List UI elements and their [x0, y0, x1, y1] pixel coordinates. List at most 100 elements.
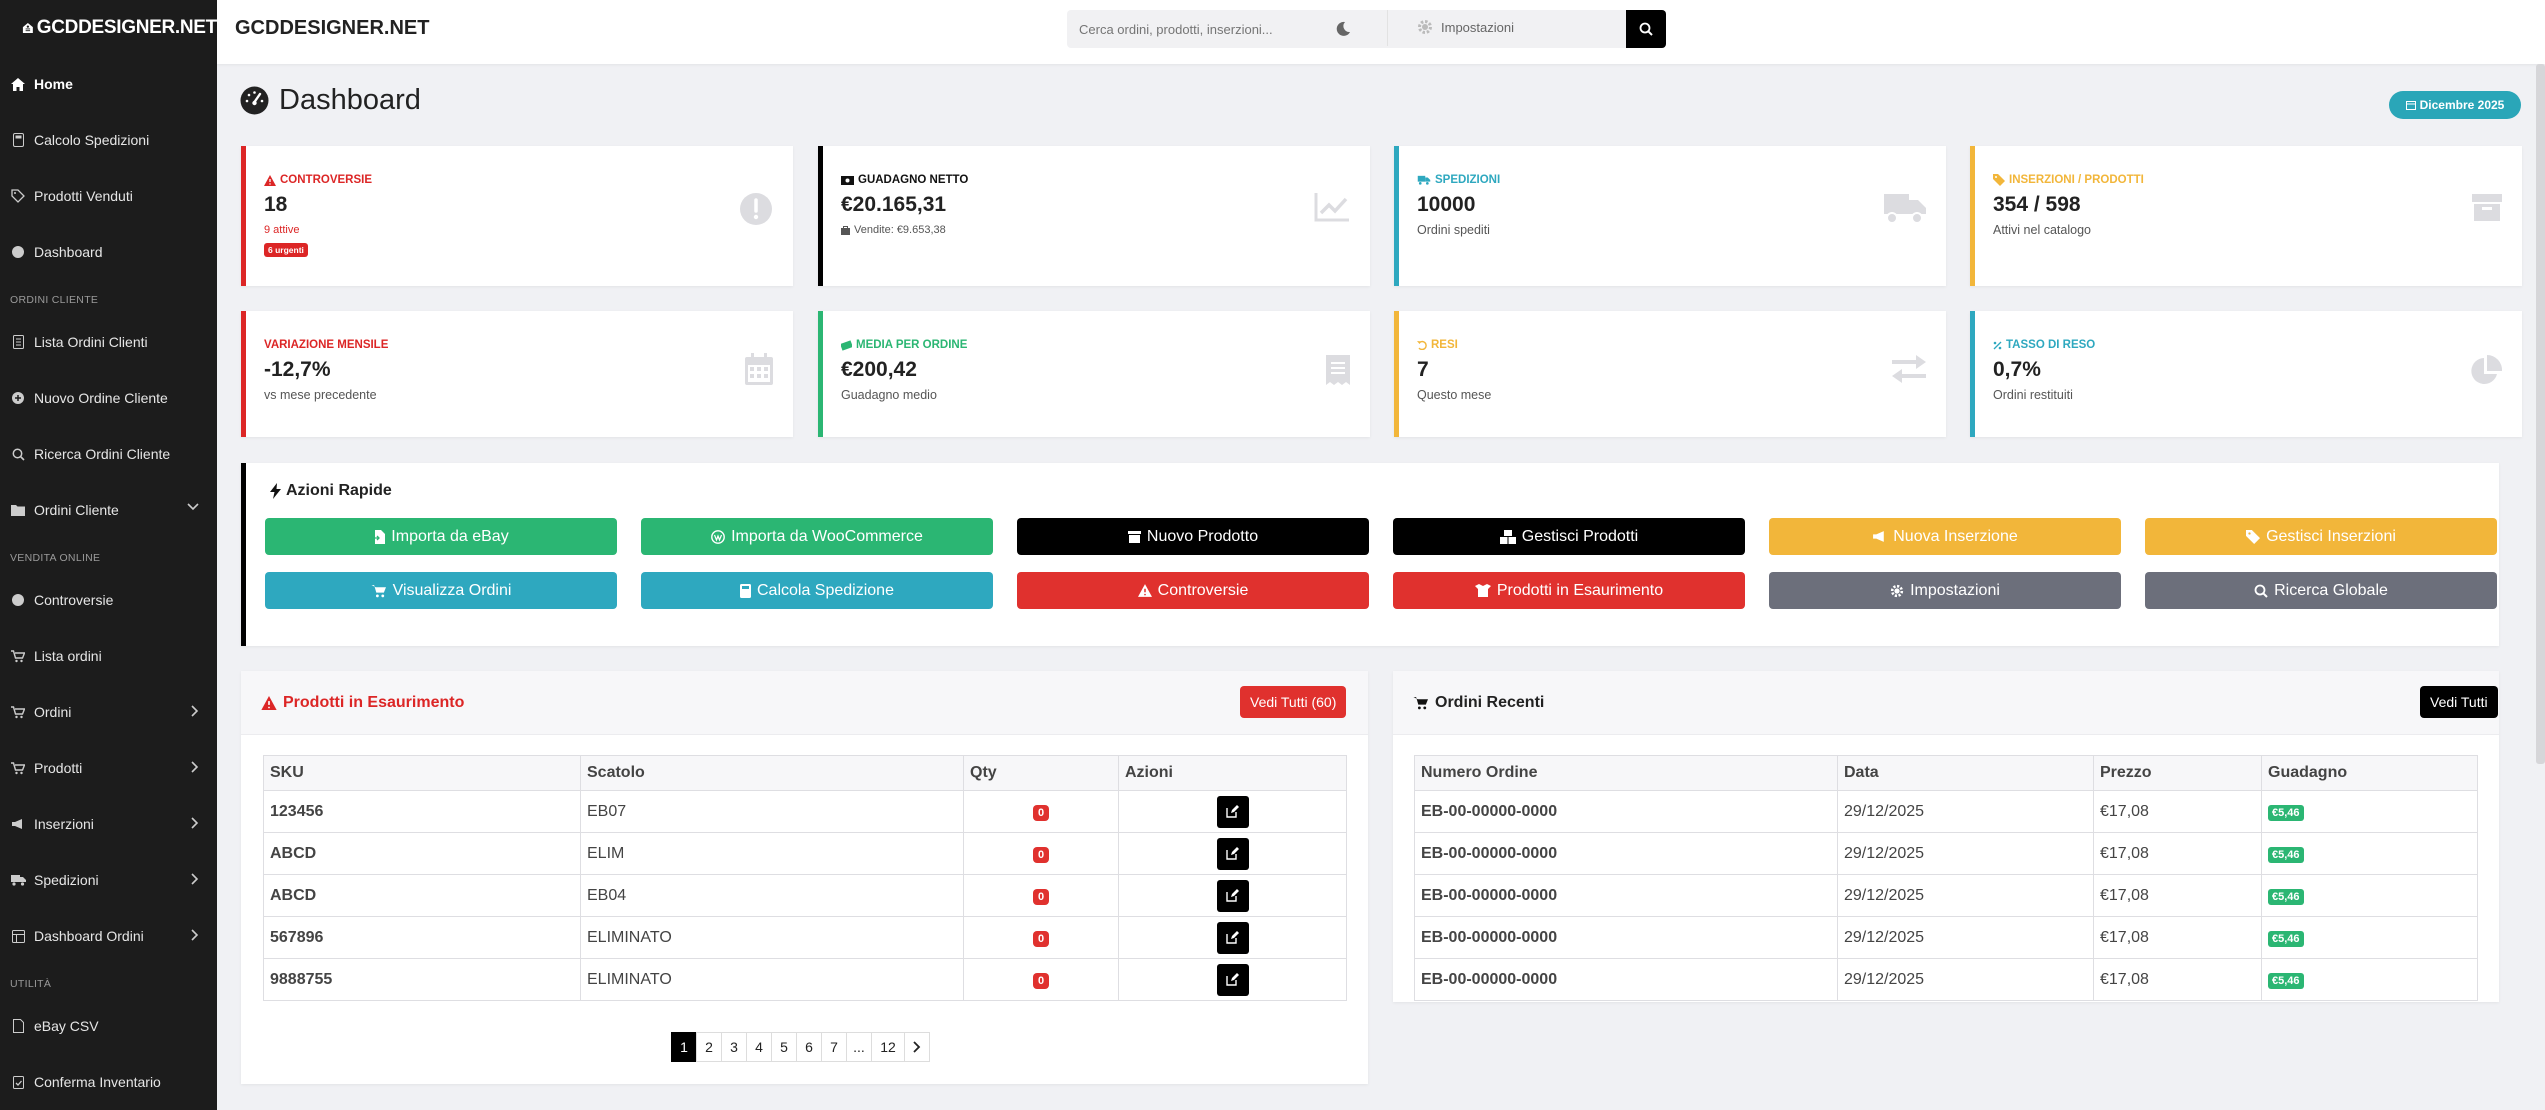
- date-badge[interactable]: Dicembre 2025: [2389, 91, 2521, 119]
- edit-button[interactable]: [1216, 795, 1249, 828]
- dark-mode-moon-icon[interactable]: [1335, 21, 1351, 37]
- sidebar-item-conferma-inventario[interactable]: Conferma Inventario: [0, 1054, 217, 1110]
- button-label: Ricerca Globale: [2274, 581, 2388, 599]
- sidebar-item-ordini-cliente[interactable]: Ordini Cliente: [0, 482, 217, 538]
- table-row[interactable]: EB-00-00000-0000 29/12/2025 €17,08 €5,46: [1414, 874, 2478, 917]
- table-row[interactable]: EB-00-00000-0000 29/12/2025 €17,08 €5,46: [1414, 916, 2478, 959]
- stat-sub-wrap: Vendite: €9.653,38: [841, 224, 946, 236]
- sidebar-item-spedizioni[interactable]: Spedizioni: [0, 852, 217, 908]
- recent-orders-panel-header: Ordini Recenti Vedi Tutti: [1393, 671, 2499, 735]
- qty-badge: 0: [1032, 972, 1050, 989]
- edit-button[interactable]: [1216, 837, 1249, 870]
- low-stock-products-button[interactable]: Prodotti in Esaurimento: [1393, 572, 1745, 609]
- cell-actions: [1118, 832, 1347, 875]
- quick-actions-title-wrap: Azioni Rapide: [270, 482, 392, 500]
- col-header-guadagno: Guadagno: [2261, 755, 2478, 791]
- boxes-icon: [1499, 529, 1516, 544]
- calendar-icon: [745, 353, 773, 385]
- disputes-button[interactable]: Controversie: [1017, 572, 1369, 609]
- calculator-icon: [10, 132, 26, 148]
- brand-logo[interactable]: GCDDESIGNER.NET: [0, 0, 217, 56]
- search-input[interactable]: [1067, 10, 1632, 48]
- stat-label: SPEDIZIONI: [1435, 174, 1501, 186]
- page-link[interactable]: 1: [671, 1032, 697, 1062]
- new-product-button[interactable]: Nuovo Prodotto: [1017, 518, 1369, 555]
- stat-card-controversie[interactable]: CONTROVERSIE 18 9 attive 6 urgenti: [241, 146, 793, 286]
- settings-button[interactable]: Impostazioni: [1769, 572, 2121, 609]
- sidebar-item-lista-ordini-clienti[interactable]: Lista Ordini Clienti: [0, 314, 217, 370]
- page-link[interactable]: 6: [796, 1032, 822, 1062]
- settings-link[interactable]: Impostazioni: [1417, 19, 1514, 35]
- brand-name: GCDDESIGNER.NET: [36, 17, 218, 38]
- cell-date: 29/12/2025: [1837, 790, 2094, 833]
- calculate-shipping-button[interactable]: Calcola Spedizione: [641, 572, 993, 609]
- stat-card-guadagno-netto[interactable]: GUADAGNO NETTO €20.165,31 Vendite: €9.65…: [818, 146, 1370, 286]
- tags-icon: [1993, 174, 2005, 186]
- low-stock-view-all-button[interactable]: Vedi Tutti (60): [1240, 686, 1347, 718]
- stat-card-spedizioni[interactable]: SPEDIZIONI 10000 Ordini spediti: [1394, 146, 1946, 286]
- qty-badge: 0: [1032, 888, 1050, 905]
- file-icon: [10, 1018, 26, 1034]
- stat-card-resi[interactable]: RESI 7 Questo mese: [1394, 311, 1946, 437]
- page-link[interactable]: 7: [821, 1032, 847, 1062]
- global-search-button[interactable]: Ricerca Globale: [2145, 572, 2497, 609]
- table-row[interactable]: EB-00-00000-0000 29/12/2025 €17,08 €5,46: [1414, 790, 2478, 833]
- page-scrollbar[interactable]: [2536, 64, 2545, 764]
- sidebar-item-lista-ordini[interactable]: Lista ordini: [0, 628, 217, 684]
- next-page-button[interactable]: [904, 1032, 930, 1062]
- cart-icon: [10, 704, 26, 720]
- gain-badge: €5,46: [2268, 972, 2304, 989]
- recent-orders-view-all-button[interactable]: Vedi Tutti: [2420, 686, 2498, 718]
- button-label: Gestisci Inserzioni: [2266, 527, 2396, 545]
- button-label: Visualizza Ordini: [392, 581, 512, 599]
- stat-value: -12,7%: [264, 358, 331, 381]
- stat-label: GUADAGNO NETTO: [858, 174, 969, 186]
- sidebar-item-home[interactable]: Home: [0, 56, 217, 112]
- stat-card-inserzioni-prodotti[interactable]: INSERZIONI / PRODOTTI 354 / 598 Attivi n…: [1970, 146, 2522, 286]
- sidebar-item-ordini[interactable]: Ordini: [0, 684, 217, 740]
- stat-label-wrap: TASSO DI RESO: [1993, 339, 2095, 351]
- cart-icon: [371, 584, 386, 597]
- sidebar-item-ebay-csv[interactable]: eBay CSV: [0, 998, 217, 1054]
- table-row[interactable]: EB-00-00000-0000 29/12/2025 €17,08 €5,46: [1414, 832, 2478, 875]
- stat-card-media-per-ordine[interactable]: MEDIA PER ORDINE €200,42 Guadagno medio: [818, 311, 1370, 437]
- page-link[interactable]: 3: [721, 1032, 747, 1062]
- search-button[interactable]: [1626, 10, 1666, 48]
- stat-card-variazione-mensile[interactable]: VARIAZIONE MENSILE -12,7% vs mese preced…: [241, 311, 793, 437]
- manage-products-button[interactable]: Gestisci Prodotti: [1393, 518, 1745, 555]
- new-listing-button[interactable]: Nuova Inserzione: [1769, 518, 2121, 555]
- import-ebay-button[interactable]: Importa da eBay: [265, 518, 617, 555]
- sidebar-item-calcolo-spedizioni[interactable]: Calcolo Spedizioni: [0, 112, 217, 168]
- page-link[interactable]: 5: [771, 1032, 797, 1062]
- sidebar-item-inserzioni[interactable]: Inserzioni: [0, 796, 217, 852]
- sidebar-item-controversie[interactable]: Controversie: [0, 572, 217, 628]
- view-orders-button[interactable]: Visualizza Ordini: [265, 572, 617, 609]
- cell-qty-wrap: 0: [963, 874, 1119, 917]
- qty-badge: 0: [1032, 846, 1050, 863]
- page-link[interactable]: 4: [746, 1032, 772, 1062]
- cart-icon: [10, 648, 26, 664]
- edit-button[interactable]: [1216, 963, 1249, 996]
- sidebar-item-label: Nuovo Ordine Cliente: [34, 390, 168, 406]
- table-row[interactable]: EB-00-00000-0000 29/12/2025 €17,08 €5,46: [1414, 958, 2478, 1001]
- topbar: GCDDESIGNER.NET Impostazioni: [217, 0, 2545, 64]
- chart-line-icon: [1314, 193, 1349, 222]
- import-woocommerce-button[interactable]: Importa da WooCommerce: [641, 518, 993, 555]
- stat-card-tasso-di-reso[interactable]: TASSO DI RESO 0,7% Ordini restituiti: [1970, 311, 2522, 437]
- sidebar-section-vendita-online: VENDITA ONLINE: [10, 552, 101, 564]
- sidebar-item-prodotti-venduti[interactable]: Prodotti Venduti: [0, 168, 217, 224]
- exclamation-circle-icon: [740, 193, 772, 225]
- sidebar-item-dashboard-ordini[interactable]: Dashboard Ordini: [0, 908, 217, 964]
- page-link[interactable]: 2: [696, 1032, 722, 1062]
- sidebar-item-ricerca-ordini-cliente[interactable]: Ricerca Ordini Cliente: [0, 426, 217, 482]
- manage-listings-button[interactable]: Gestisci Inserzioni: [2145, 518, 2497, 555]
- edit-button[interactable]: [1216, 921, 1249, 954]
- sidebar-item-dashboard[interactable]: Dashboard: [0, 224, 217, 280]
- truck-icon: [1884, 194, 1926, 224]
- stat-sub: 9 attive: [264, 224, 300, 236]
- page-link[interactable]: 12: [871, 1032, 905, 1062]
- sidebar-item-prodotti[interactable]: Prodotti: [0, 740, 217, 796]
- edit-button[interactable]: [1216, 879, 1249, 912]
- sidebar-item-nuovo-ordine-cliente[interactable]: Nuovo Ordine Cliente: [0, 370, 217, 426]
- cell-price: €17,08: [2093, 916, 2262, 959]
